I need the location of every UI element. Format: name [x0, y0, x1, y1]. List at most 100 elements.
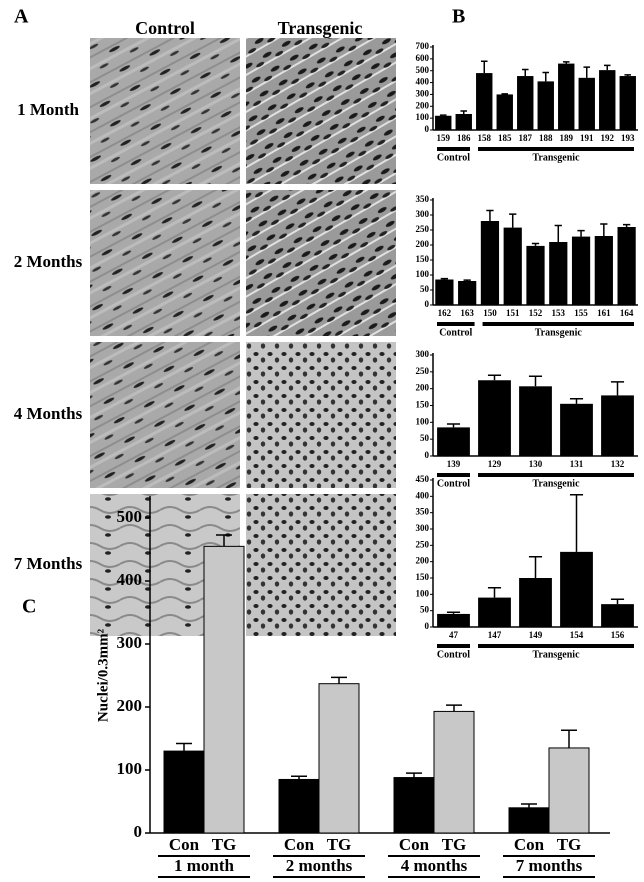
row-label: 7 Months — [14, 554, 83, 573]
error-bar — [446, 423, 461, 428]
bar — [549, 242, 568, 305]
bar — [560, 551, 593, 627]
error-bar — [463, 279, 471, 281]
bar — [437, 427, 470, 456]
y-tick-label: 300 — [416, 88, 430, 98]
bar — [619, 76, 636, 130]
group-bar — [478, 644, 634, 648]
micrograph-panel: A Control Transgenic 1 Month 2 Months 4 … — [14, 6, 396, 636]
y-tick-label: 50 — [420, 605, 430, 615]
error-bar — [569, 398, 584, 404]
bar — [163, 750, 205, 834]
micrograph — [246, 494, 396, 636]
x-tick-label: 186 — [457, 133, 471, 143]
panel-label: C — [22, 596, 36, 618]
error-bar — [487, 374, 502, 381]
y-tick-label: 200 — [416, 556, 430, 566]
y-tick-label: 250 — [416, 366, 430, 376]
error-bar — [521, 68, 529, 77]
x-tick-label: 1 month — [174, 856, 235, 875]
bar — [599, 70, 616, 130]
bar — [478, 597, 511, 627]
x-tick-label: 161 — [597, 308, 611, 318]
y-tick-label: 250 — [416, 539, 430, 549]
group-bar — [482, 322, 634, 326]
error-bar — [440, 277, 449, 280]
x-tick-label: 131 — [570, 459, 584, 469]
bar — [519, 578, 552, 627]
error-bar — [509, 213, 517, 228]
bar — [560, 403, 593, 456]
y-tick-label: 0 — [425, 450, 430, 460]
bar — [278, 778, 320, 834]
bar — [476, 73, 493, 130]
error-bar — [610, 598, 625, 605]
error-bar — [610, 381, 625, 396]
error-bar — [480, 60, 488, 74]
y-tick-label: 150 — [416, 400, 430, 410]
bar — [578, 77, 595, 130]
bar — [617, 227, 636, 305]
bar — [435, 279, 454, 305]
error-bar — [446, 611, 461, 614]
bar — [601, 395, 634, 456]
panel-label: B — [452, 6, 465, 28]
x-tick-label: 162 — [438, 308, 452, 318]
row-label: 2 Months — [14, 252, 83, 271]
micrograph — [246, 342, 396, 488]
error-bar — [577, 229, 585, 237]
error-bar — [528, 556, 543, 578]
x-tick-label: 156 — [611, 630, 625, 640]
group-label: Control — [439, 327, 472, 338]
x-tick-label: 152 — [529, 308, 543, 318]
error-bar — [531, 242, 540, 246]
x-tick-label: 153 — [552, 308, 566, 318]
x-tick-label: 164 — [620, 308, 634, 318]
x-tick-label: 187 — [519, 133, 533, 143]
column-label: Transgenic — [278, 18, 363, 38]
y-tick-label: 100 — [416, 269, 430, 279]
y-tick-label: 200 — [117, 696, 143, 715]
x-tick-label: 2 months — [286, 856, 353, 875]
x-tick-label: 189 — [560, 133, 574, 143]
bar — [537, 81, 554, 130]
error-bar — [176, 742, 192, 752]
bar — [458, 281, 477, 305]
micrograph — [246, 38, 396, 184]
group-label: Control — [437, 152, 470, 163]
bar — [203, 545, 245, 834]
error-bar — [331, 676, 347, 684]
y-tick-label: 300 — [416, 349, 430, 359]
y-tick-label: 0 — [425, 621, 430, 631]
error-bar — [446, 704, 462, 712]
group-bar — [437, 322, 475, 326]
x-tick-label: 47 — [449, 630, 459, 640]
y-tick-label: 0 — [425, 299, 430, 309]
bar — [571, 236, 591, 305]
error-bar — [624, 74, 632, 77]
bar — [519, 386, 552, 456]
y-tick-label: 400 — [416, 77, 430, 87]
y-tick-label: 400 — [117, 570, 143, 589]
x-tick-label: 188 — [539, 133, 553, 143]
group-label: Control — [437, 649, 470, 660]
group-bar — [478, 147, 634, 151]
y-tick-label: 200 — [416, 239, 430, 249]
y-tick-label: 600 — [416, 53, 430, 63]
micrograph — [246, 190, 396, 336]
error-bar — [622, 223, 631, 227]
error-bar — [521, 803, 537, 808]
y-tick-label: 500 — [416, 65, 430, 75]
group-label: Control — [437, 478, 470, 489]
x-tick-label: 192 — [601, 133, 615, 143]
error-bar — [439, 114, 447, 116]
bar — [594, 236, 613, 305]
error-bar — [542, 71, 550, 82]
bar — [318, 683, 360, 834]
y-tick-label: 200 — [416, 100, 430, 110]
column-label: Control — [135, 18, 195, 38]
series-label: Con — [399, 835, 430, 854]
series-label: TG — [327, 835, 352, 854]
group-label: Transgenic — [535, 327, 583, 338]
